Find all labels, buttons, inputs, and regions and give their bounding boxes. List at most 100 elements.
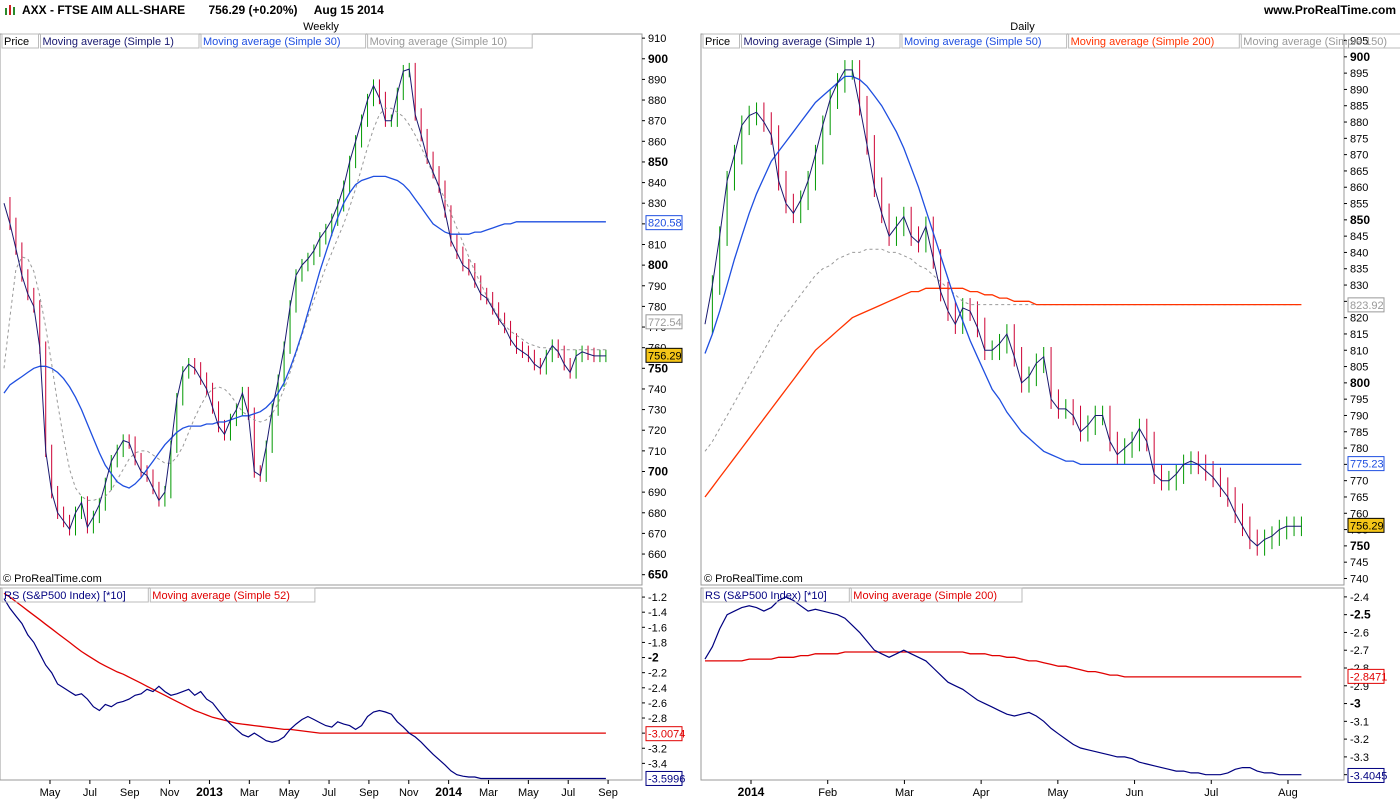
price-panel-frame: [700, 33, 1345, 586]
y-tick-label: 730: [648, 405, 666, 417]
weekly-price-legend-box-2: [200, 33, 367, 49]
y-tick-label: -2.4: [648, 683, 667, 695]
y-tick-label: 880: [1350, 117, 1368, 129]
y-tick-label: 830: [648, 198, 666, 210]
x-tick-label: May: [40, 787, 61, 799]
y-tick-label: -3.2: [648, 743, 667, 755]
daily-ma50-line: [704, 75, 1302, 466]
y-tick-label: -3: [1350, 697, 1361, 711]
last-value-label: -2.8471: [1350, 671, 1387, 683]
y-tick-label: 850: [648, 155, 668, 169]
x-tick-label: Feb: [818, 787, 837, 799]
y-tick-label: 875: [1350, 133, 1368, 145]
x-tick-label: Jul: [1204, 787, 1218, 799]
weekly-price-legend-box-1: [40, 33, 200, 49]
y-tick-label: 785: [1350, 427, 1368, 439]
weekly-watermark: © ProRealTime.com: [3, 573, 102, 585]
daily-price-legend-box-3: [1068, 33, 1240, 49]
weekly-price-line: [3, 68, 606, 531]
weekly-rs-legend-item-1: Moving average (Simple 52): [152, 590, 290, 602]
y-tick-label: 710: [648, 446, 666, 458]
daily-price-legend-box-2: [901, 33, 1068, 49]
y-tick-label: 845: [1350, 231, 1368, 243]
y-tick-label: 745: [1350, 557, 1368, 569]
weekly-price-legend-item-1: Moving average (Simple 1): [43, 36, 174, 48]
y-tick-label: 740: [1350, 573, 1368, 585]
x-tick-label: Aug: [1278, 787, 1298, 799]
x-tick-label: Jul: [83, 787, 97, 799]
y-tick-label: 770: [1350, 476, 1368, 488]
last-value-label: 823.92: [1350, 300, 1384, 312]
x-tick-label: Jun: [1126, 787, 1144, 799]
y-tick-label: 870: [648, 116, 666, 128]
y-tick-label: 890: [1350, 84, 1368, 96]
y-tick-label: 790: [648, 281, 666, 293]
last-value-box: [1347, 767, 1385, 783]
chart-icon: [5, 5, 15, 15]
last-value-box: [1347, 456, 1385, 472]
x-tick-label: 2013: [196, 785, 223, 799]
y-tick-label: 750: [648, 361, 668, 375]
daily-price-legend-item-4: Moving average (Simple 150): [1243, 36, 1387, 48]
x-tick-label: Apr: [973, 787, 990, 799]
y-tick-label: -2.7: [1350, 645, 1369, 657]
y-tick-label: -2.5: [1350, 608, 1371, 622]
y-tick-label: 765: [1350, 492, 1368, 504]
x-tick-label: Sep: [598, 787, 618, 799]
y-tick-label: -1.4: [648, 607, 667, 619]
rs-panel-frame: [700, 587, 1345, 781]
last-value-box: [645, 314, 683, 330]
x-tick-label: Jul: [561, 787, 575, 799]
x-tick-label: 2014: [435, 785, 462, 799]
weekly-price-legend-item-3: Moving average (Simple 10): [370, 36, 508, 48]
y-tick-label: 660: [648, 549, 666, 561]
last-value-box: [645, 347, 683, 363]
y-tick-label: -2.4: [1350, 592, 1369, 604]
y-tick-label: 870: [1350, 150, 1368, 162]
y-tick-label: 680: [648, 508, 666, 520]
y-tick-label: 900: [648, 52, 668, 66]
last-value-label: 756.29: [648, 350, 682, 362]
daily-price-legend-box-0: [702, 33, 740, 49]
y-tick-label: -3.2: [1350, 734, 1369, 746]
y-tick-label: -1.6: [648, 622, 667, 634]
weekly-rs-legend-box-0: [1, 587, 149, 603]
last-value-label: 775.23: [1350, 459, 1384, 471]
x-tick-label: Mar: [240, 787, 259, 799]
y-tick-label: 650: [648, 568, 668, 582]
y-tick-label: 905: [1350, 36, 1368, 48]
last-value-label: 772.54: [648, 317, 682, 329]
y-tick-label: 830: [1350, 280, 1368, 292]
x-tick-label: May: [518, 787, 539, 799]
x-tick-label: Sep: [359, 787, 379, 799]
x-tick-label: Sep: [120, 787, 140, 799]
weekly-rs-line: [3, 598, 606, 780]
last-value-label: -3.0074: [648, 729, 685, 741]
y-tick-label: 780: [1350, 443, 1368, 455]
y-tick-label: 780: [648, 301, 666, 313]
y-tick-label: -2.6: [1350, 627, 1369, 639]
y-tick-label: 840: [648, 178, 666, 190]
daily-price-legend-item-1: Moving average (Simple 1): [744, 36, 875, 48]
daily-rs-legend-box-0: [702, 587, 850, 603]
weekly-rsma-line: [3, 592, 606, 734]
y-tick-label: 880: [648, 95, 666, 107]
y-tick-label: -1.8: [648, 637, 667, 649]
daily-rs-legend-item-1: Moving average (Simple 200): [853, 590, 997, 602]
daily-price-legend-item-2: Moving average (Simple 50): [904, 36, 1042, 48]
y-tick-label: -3.3: [1350, 752, 1369, 764]
y-tick-label: 810: [648, 239, 666, 251]
x-tick-label: May: [1047, 787, 1068, 799]
daily-ma200-line: [704, 287, 1302, 498]
website-label[interactable]: www.ProRealTime.com: [1263, 3, 1396, 17]
x-tick-label: Nov: [399, 787, 419, 799]
y-tick-label: -2.2: [648, 668, 667, 680]
daily-rs-legend-box-1: [850, 587, 1023, 603]
last-value-label: 820.58: [648, 218, 682, 230]
x-tick-label: Mar: [479, 787, 498, 799]
y-tick-label: 805: [1350, 362, 1368, 374]
y-tick-label: 800: [648, 258, 668, 272]
daily-price-line: [704, 69, 1302, 547]
y-tick-label: 910: [648, 33, 666, 45]
